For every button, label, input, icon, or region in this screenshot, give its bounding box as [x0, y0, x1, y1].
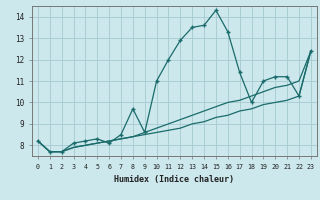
- X-axis label: Humidex (Indice chaleur): Humidex (Indice chaleur): [115, 175, 234, 184]
